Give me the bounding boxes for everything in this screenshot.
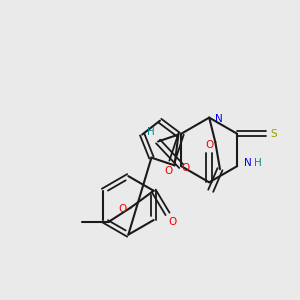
Text: N: N [214, 114, 222, 124]
Text: S: S [271, 129, 278, 139]
Text: O: O [119, 204, 127, 214]
Text: H: H [254, 158, 262, 168]
Text: O: O [168, 217, 176, 226]
Text: O: O [165, 166, 173, 176]
Text: N: N [244, 158, 252, 168]
Text: O: O [181, 164, 189, 173]
Text: O: O [205, 140, 213, 150]
Text: H: H [146, 127, 154, 137]
